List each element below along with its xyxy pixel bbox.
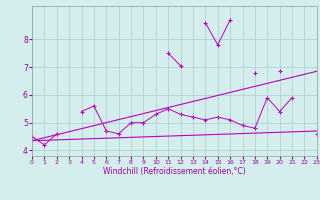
X-axis label: Windchill (Refroidissement éolien,°C): Windchill (Refroidissement éolien,°C)	[103, 167, 246, 176]
